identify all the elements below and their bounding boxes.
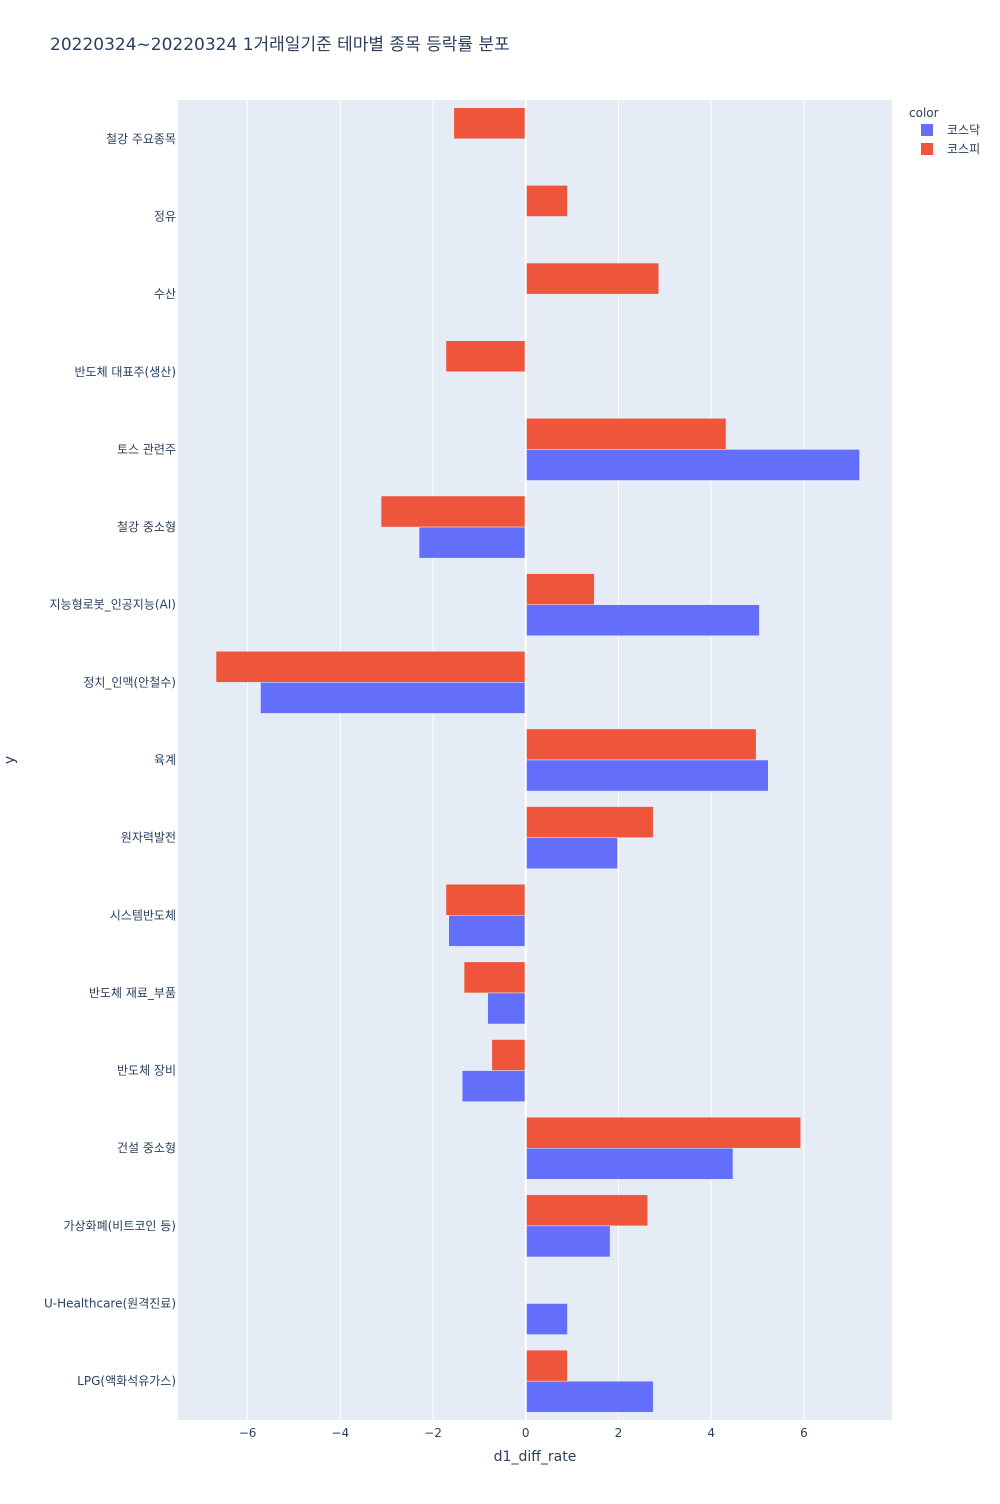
y-tick-label: 건설 중소형	[117, 1141, 176, 1155]
bar-layer	[215, 107, 860, 1413]
legend-title: color	[909, 106, 939, 120]
bar-kospi[interactable]	[525, 1194, 648, 1227]
bar-kosdaq[interactable]	[525, 1147, 734, 1180]
y-tick-label: 정치_인맥(안철수)	[83, 675, 176, 689]
x-tick-label: −4	[331, 1426, 349, 1440]
bar-kosdaq[interactable]	[525, 1380, 654, 1413]
x-axis-title: d1_diff_rate	[494, 1449, 577, 1465]
bar-kospi[interactable]	[463, 961, 526, 994]
legend-item-kospi[interactable]: 코스피	[921, 142, 980, 156]
x-tick-label: 0	[522, 1426, 530, 1440]
bar-kospi[interactable]	[525, 418, 727, 450]
legend-swatch-kospi	[921, 143, 933, 155]
bar-kosdaq[interactable]	[418, 526, 526, 559]
bar-kosdaq[interactable]	[260, 682, 526, 714]
legend-label-kosdaq: 코스닥	[947, 123, 980, 137]
legend-label-kospi: 코스피	[947, 142, 980, 156]
bar-kosdaq[interactable]	[461, 1070, 526, 1102]
bar-kospi[interactable]	[525, 1116, 801, 1149]
y-tick-label: LPG(액화석유가스)	[77, 1374, 176, 1388]
bar-kosdaq[interactable]	[525, 1225, 611, 1258]
bar-kospi[interactable]	[215, 651, 526, 683]
y-tick-label: 반도체 대표주(생산)	[75, 365, 177, 379]
legend-item-kosdaq[interactable]: 코스닥	[921, 123, 980, 137]
bar-kospi[interactable]	[525, 573, 595, 605]
bar-kospi[interactable]	[525, 262, 660, 295]
y-tick-label: 시스템반도체	[110, 908, 176, 922]
y-tick-label: 철강 주요종목	[106, 132, 176, 146]
bar-kospi[interactable]	[445, 883, 526, 916]
y-tick-label: 육계	[154, 753, 176, 767]
bar-kospi[interactable]	[525, 185, 568, 217]
y-tick-label: 반도체 장비	[117, 1064, 176, 1078]
y-axis-title: y	[2, 756, 18, 764]
bar-kosdaq[interactable]	[525, 759, 769, 792]
y-tick-label: 반도체 재료_부품	[89, 986, 176, 1000]
y-tick-label: 철강 중소형	[117, 520, 176, 534]
bar-kosdaq[interactable]	[525, 1303, 568, 1335]
bar-kosdaq[interactable]	[525, 449, 860, 481]
x-tick-label: 2	[615, 1426, 623, 1440]
bar-kospi[interactable]	[453, 107, 526, 140]
bar-kosdaq[interactable]	[525, 837, 618, 869]
x-tick-labels: −6 −4 −2 0 2 4 6	[239, 1426, 808, 1440]
legend-swatch-kosdaq	[921, 124, 933, 136]
x-tick-label: 4	[707, 1426, 715, 1440]
y-tick-label: 지능형로봇_인공지능(AI)	[50, 598, 176, 612]
bar-kospi[interactable]	[525, 728, 757, 761]
y-tick-label: U-Healthcare(원격진료)	[44, 1297, 176, 1311]
bar-kospi[interactable]	[525, 1349, 568, 1382]
bar-kospi[interactable]	[491, 1039, 526, 1071]
y-tick-label: 원자력발전	[121, 831, 176, 845]
x-tick-label: −2	[424, 1426, 442, 1440]
x-tick-label: 6	[800, 1426, 808, 1440]
bar-kosdaq[interactable]	[448, 915, 526, 947]
y-tick-label: 토스 관련주	[117, 442, 176, 456]
x-tick-label: −6	[239, 1426, 257, 1440]
bar-kospi[interactable]	[380, 495, 526, 528]
bar-kosdaq[interactable]	[487, 992, 526, 1025]
bar-kospi[interactable]	[525, 806, 654, 838]
y-tick-label: 수산	[154, 287, 176, 301]
y-tick-label: 정유	[154, 209, 176, 223]
bar-kospi[interactable]	[445, 340, 526, 373]
y-tick-label: 가상화폐(비트코인 등)	[63, 1219, 176, 1233]
bar-kosdaq[interactable]	[525, 604, 760, 637]
chart-title: 20220324~20220324 1거래일기준 테마별 종목 등락률 분포	[50, 35, 510, 55]
legend: color 코스닥 코스피	[909, 106, 980, 156]
